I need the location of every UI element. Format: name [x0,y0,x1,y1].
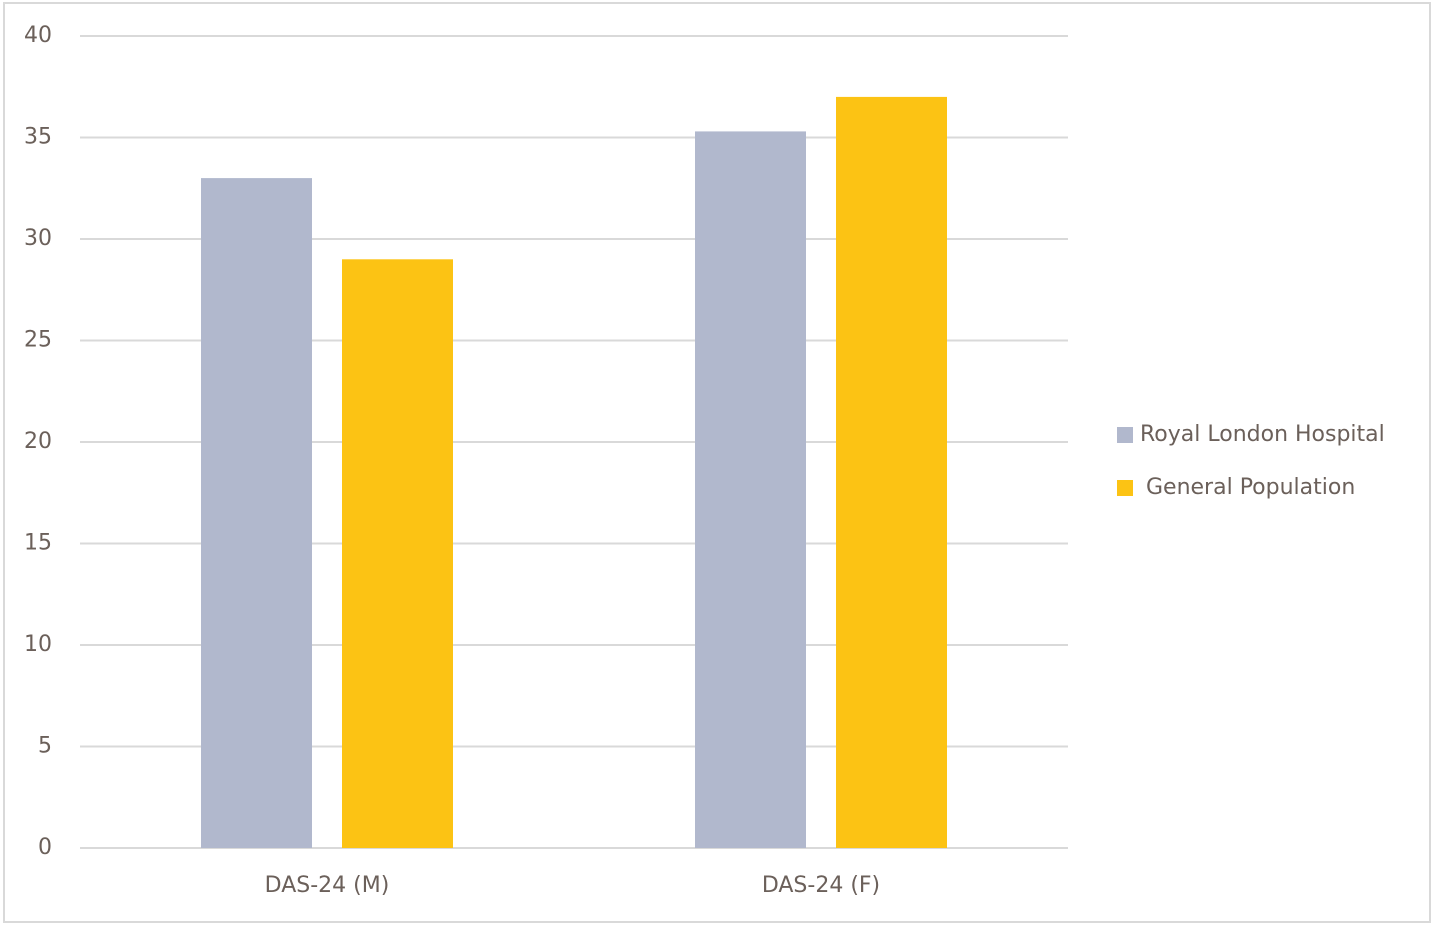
y-tick-label: 10 [24,632,52,657]
legend-label: Royal London Hospital [1140,422,1385,447]
bar [201,178,312,849]
y-tick-label: 0 [38,835,52,860]
x-tick-label: DAS-24 (M) [265,873,390,898]
y-tick-label: 40 [24,23,52,48]
bar [695,131,806,848]
y-tick-label: 5 [38,734,52,759]
y-tick-label: 20 [24,429,52,454]
y-tick-label: 35 [24,125,52,150]
bar [342,259,453,848]
legend-label: General Population [1146,475,1355,500]
legend-swatch [1117,480,1133,496]
x-tick-label: DAS-24 (F) [762,873,880,898]
legend-swatch [1117,427,1133,443]
y-tick-label: 15 [24,531,52,556]
y-tick-label: 25 [24,328,52,353]
y-tick-label: 30 [24,226,52,251]
bar [836,96,947,848]
